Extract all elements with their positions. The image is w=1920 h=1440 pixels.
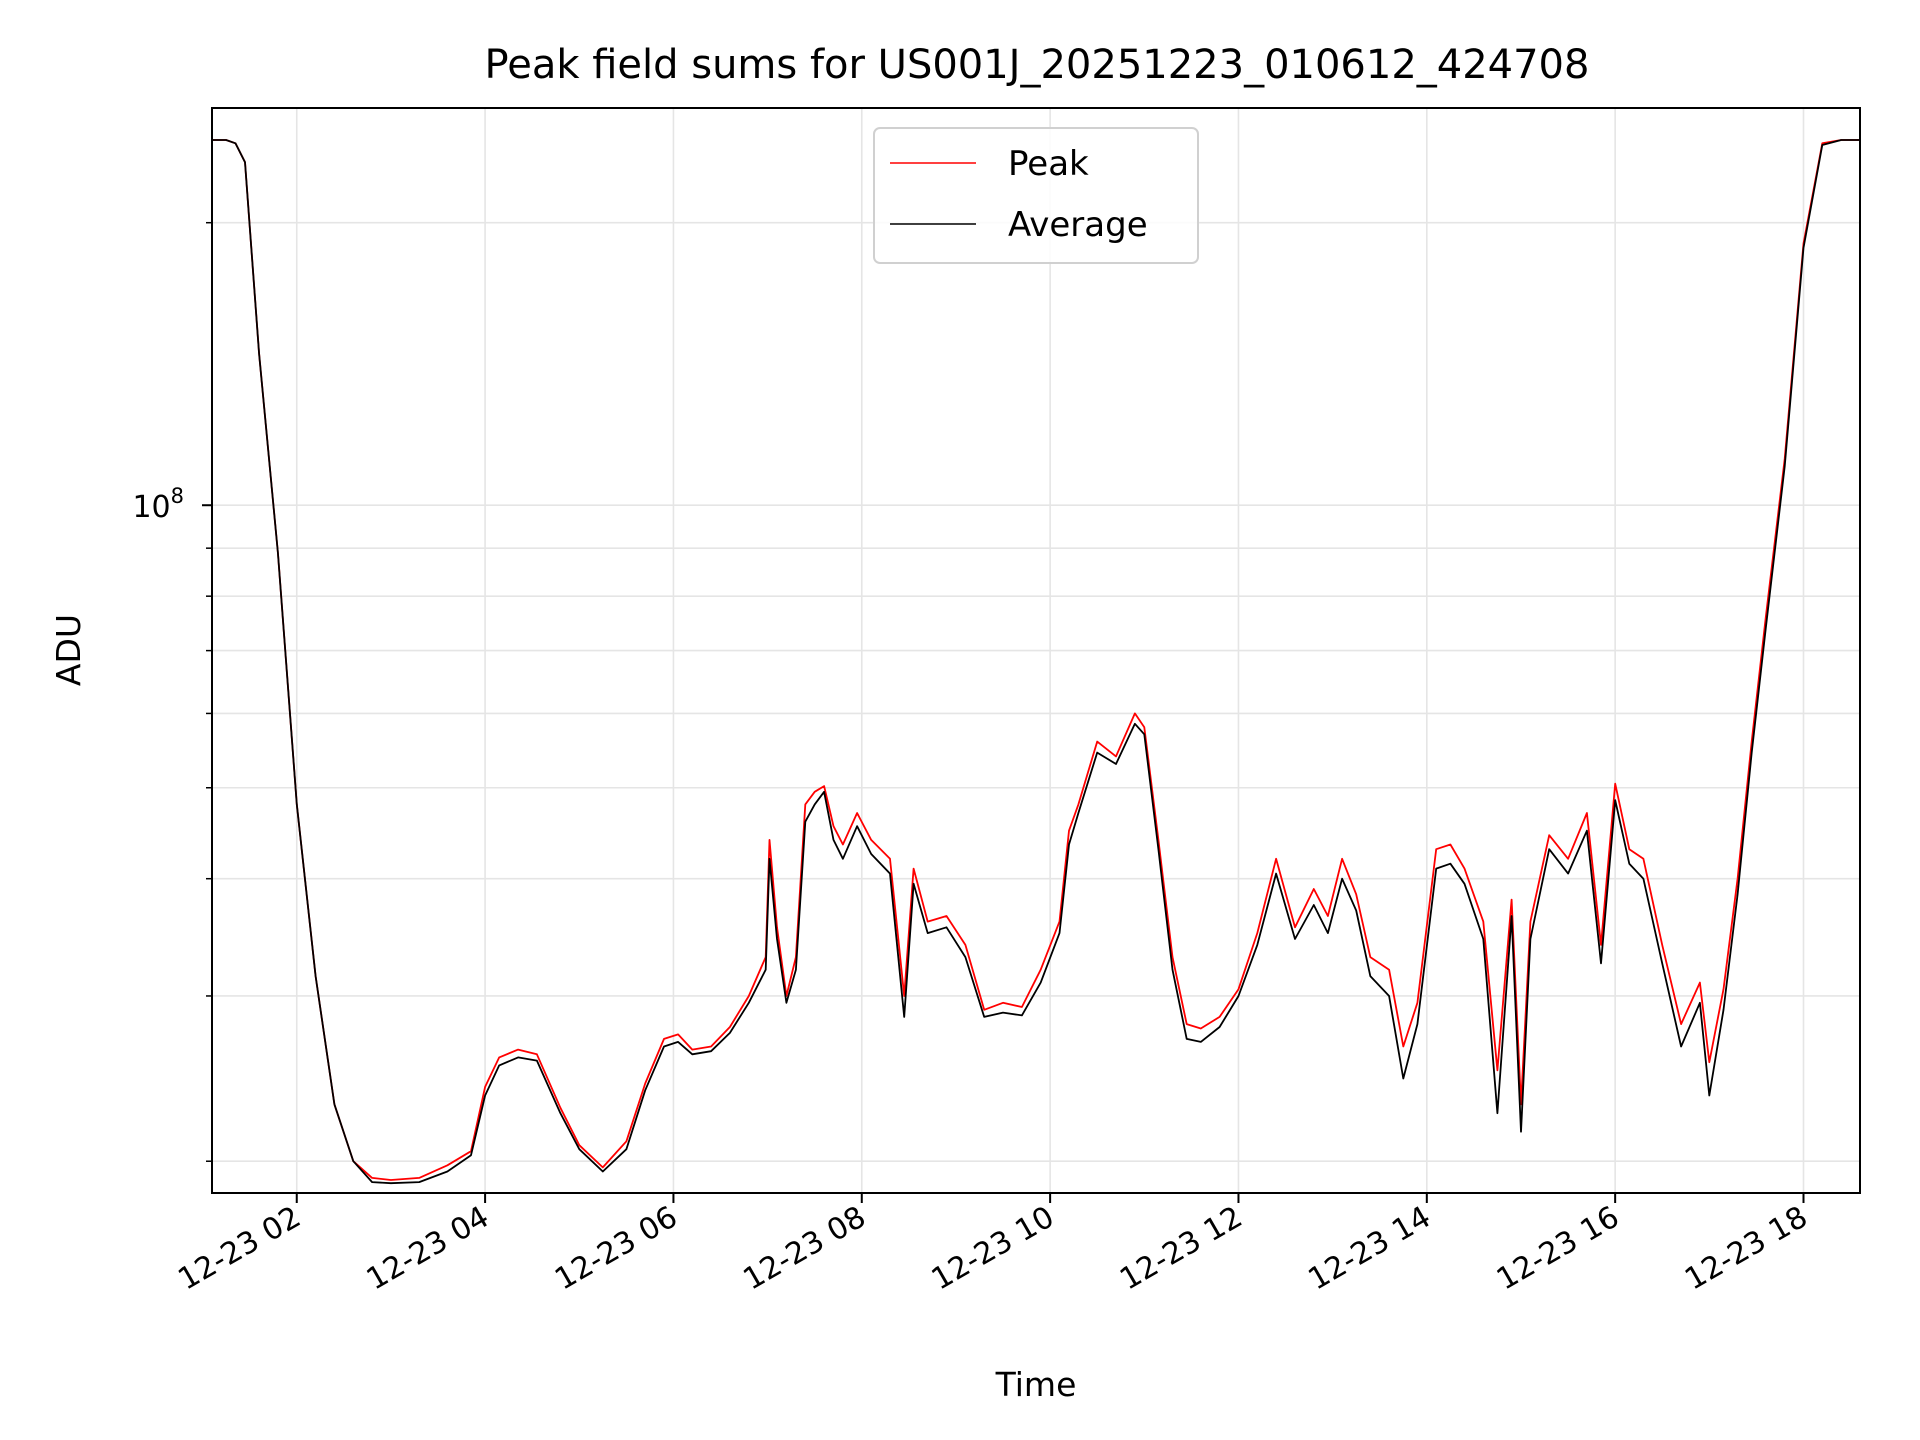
legend-peak-label: Peak [1008, 144, 1089, 184]
legend-box [873, 127, 1199, 264]
y-tick-label-0: 108 [132, 484, 184, 525]
grid [212, 108, 1860, 1193]
x-axis-label: Time [995, 1365, 1077, 1404]
y-axis-label: ADU [49, 614, 88, 686]
series-line-peak [212, 139, 1860, 1181]
legend: Peak Average [873, 127, 1199, 264]
legend-average-label: Average [1008, 205, 1148, 245]
plot-frame [211, 107, 1861, 1194]
series-lines [212, 139, 1860, 1185]
chart-title: Peak field sums for US001J_20251223_0106… [485, 42, 1590, 88]
series-line-average [212, 139, 1860, 1185]
